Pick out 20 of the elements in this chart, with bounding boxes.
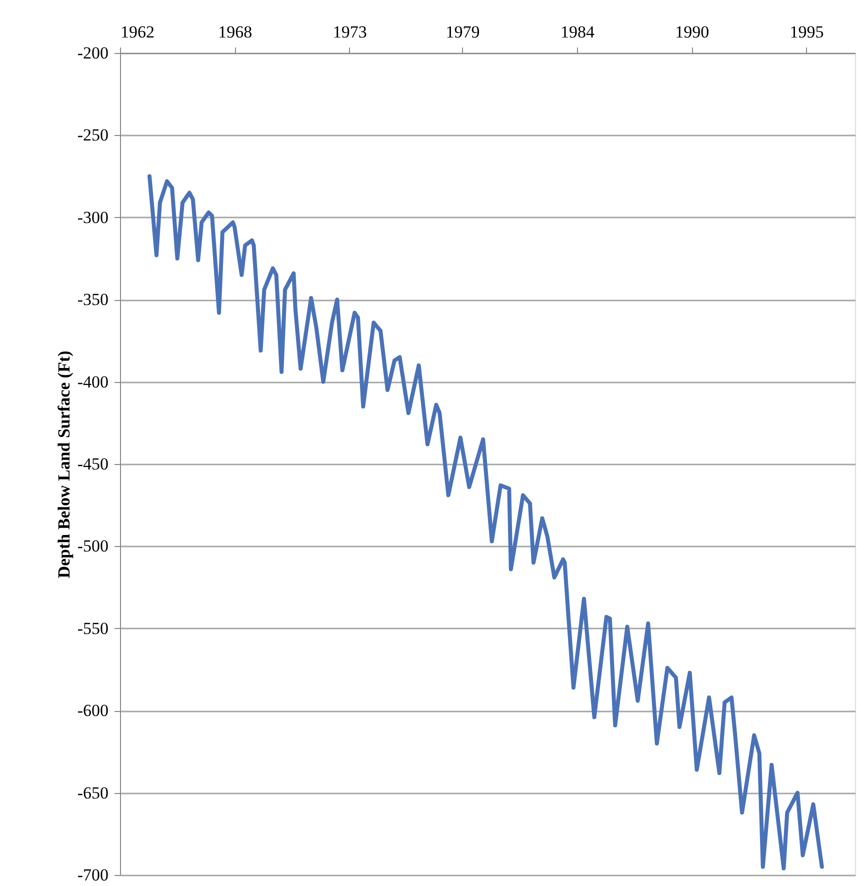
- x-tick-label: 1962: [120, 22, 154, 42]
- y-tick-label: -700: [77, 866, 108, 884]
- y-axis-title: Depth Below Land Surface (Ft): [54, 350, 74, 578]
- y-tick-label: -500: [77, 536, 108, 556]
- x-tick-label: 1990: [675, 22, 710, 42]
- y-tick-label: -200: [77, 44, 108, 62]
- y-tick-label: -600: [77, 701, 108, 720]
- x-tick-label: 1973: [332, 22, 367, 42]
- y-tick-label: -450: [77, 454, 108, 474]
- y-tick-label: -350: [77, 290, 108, 310]
- y-tick-label: -250: [77, 126, 108, 145]
- y-tick-label: -650: [77, 783, 108, 802]
- line-series: [148, 174, 824, 870]
- y-tick-label: -400: [77, 372, 108, 392]
- x-tick-label: 1984: [560, 22, 595, 42]
- x-tick-label: 1995: [790, 22, 824, 42]
- y-tick-label: -550: [77, 618, 108, 638]
- y-tick-label: -300: [77, 208, 108, 227]
- x-tick-label: 1968: [218, 22, 252, 42]
- x-tick-label: 1979: [446, 22, 480, 42]
